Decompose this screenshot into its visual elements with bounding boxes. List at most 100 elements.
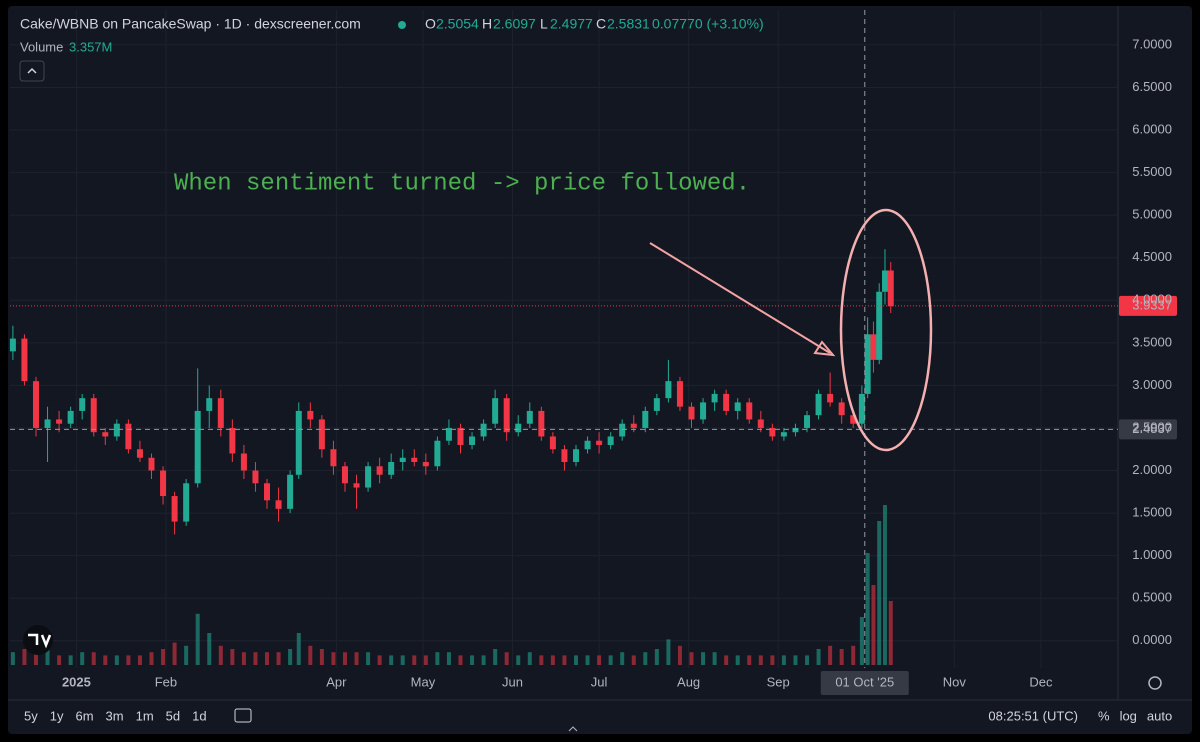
clock: 08:25:51 (UTC) (988, 708, 1078, 723)
candle-body (676, 381, 683, 407)
ohlc-label: O (425, 16, 436, 32)
candle-body (881, 270, 888, 292)
volume-bar (882, 505, 887, 665)
volume-bar (161, 649, 166, 665)
annotation: When sentiment turned -> price followed. (174, 170, 750, 197)
volume-bar (149, 652, 154, 665)
volume-bar (45, 649, 50, 665)
candle-body (275, 500, 282, 509)
candle-body (445, 427, 452, 441)
range-button[interactable]: 1m (136, 708, 154, 723)
range-button[interactable]: 6m (75, 708, 93, 723)
scale-option[interactable]: log (1120, 708, 1137, 723)
volume-bar (423, 655, 428, 665)
candle-body (549, 436, 556, 450)
candle-body (264, 483, 271, 501)
y-tick-label: 1.0000 (1132, 547, 1172, 562)
candle-body (769, 427, 776, 437)
volume-bar (631, 655, 636, 665)
candle-body (341, 466, 348, 484)
volume-bar (195, 613, 200, 665)
volume-value: 3.357M (69, 39, 112, 54)
range-button[interactable]: 5d (166, 708, 180, 723)
volume-bar (412, 655, 417, 665)
volume-bar (10, 652, 15, 665)
panel (8, 6, 1192, 734)
volume-bar (354, 652, 359, 665)
status-dot (398, 21, 406, 29)
candle-body (90, 398, 97, 433)
expand-icon[interactable] (568, 726, 578, 732)
volume-bar (230, 649, 235, 665)
highlight-ellipse (839, 208, 933, 452)
change: 0.07770 (+3.10%) (652, 16, 764, 32)
y-tick-label: 3.5000 (1132, 334, 1172, 349)
volume-bar (184, 645, 189, 665)
volume-bar (481, 655, 486, 665)
volume-bar (400, 655, 405, 665)
candle-body (492, 398, 499, 424)
volume-bars (10, 505, 893, 665)
last-price-box (1119, 295, 1177, 316)
volume-bar (241, 652, 246, 665)
candle-body (21, 338, 28, 382)
candle-body (56, 419, 63, 424)
candle-body (217, 398, 224, 428)
volume-bar (666, 639, 671, 665)
y-tick-label: 7.0000 (1132, 36, 1172, 51)
volume-bar (573, 655, 578, 665)
volume-bar (677, 645, 682, 665)
volume-bar (331, 652, 336, 665)
ohlc-value: 2.6097 (493, 16, 536, 32)
volume-bar (654, 649, 659, 665)
calendar-icon[interactable] (234, 708, 252, 723)
volume-bar (747, 655, 752, 665)
range-button[interactable]: 3m (106, 708, 124, 723)
volume-bar (851, 645, 856, 665)
volume-bar (366, 652, 371, 665)
volume-bar (712, 652, 717, 665)
candle-body (32, 381, 39, 428)
candle-body (388, 462, 395, 475)
candle-body (653, 398, 660, 411)
volume-bar (865, 553, 870, 665)
candles (9, 249, 894, 535)
volume-bar (103, 655, 108, 665)
settings-icon[interactable] (1148, 676, 1162, 690)
volume-bar (781, 655, 786, 665)
logo-mark (28, 633, 52, 649)
candle-body (757, 419, 764, 428)
range-button[interactable]: 1y (50, 708, 64, 723)
candle-body (44, 419, 51, 428)
collapse-button[interactable] (19, 60, 45, 82)
last-price-label: 3.9337 (1132, 297, 1172, 312)
volume-bar (446, 652, 451, 665)
candle-body (194, 410, 201, 484)
volume-bar (288, 649, 293, 665)
scale-option[interactable]: % (1098, 708, 1110, 723)
candle-body (711, 393, 718, 403)
volume-bar (137, 655, 142, 665)
scale-option[interactable]: auto (1147, 708, 1172, 723)
volume-bar (458, 655, 463, 665)
candle-body (365, 466, 372, 488)
candle-body (607, 436, 614, 445)
candle-body (295, 410, 302, 475)
range-button[interactable]: 1d (192, 708, 206, 723)
x-tick-label: Jun (502, 674, 523, 689)
candle-body (619, 423, 626, 437)
range-button[interactable]: 5y (24, 708, 38, 723)
x-tick-label: May (411, 674, 436, 689)
collapse-icon (27, 67, 37, 74)
volume-bar (839, 649, 844, 665)
volume-bar (377, 655, 382, 665)
volume-bar (342, 652, 347, 665)
candle-body (792, 427, 799, 433)
candle-body (434, 440, 441, 467)
y-tick-label: 5.0000 (1132, 207, 1172, 222)
y-tick-label: 6.5000 (1132, 79, 1172, 94)
candle-body (252, 470, 259, 484)
volume-bar (265, 652, 270, 665)
candle-body (526, 410, 533, 424)
